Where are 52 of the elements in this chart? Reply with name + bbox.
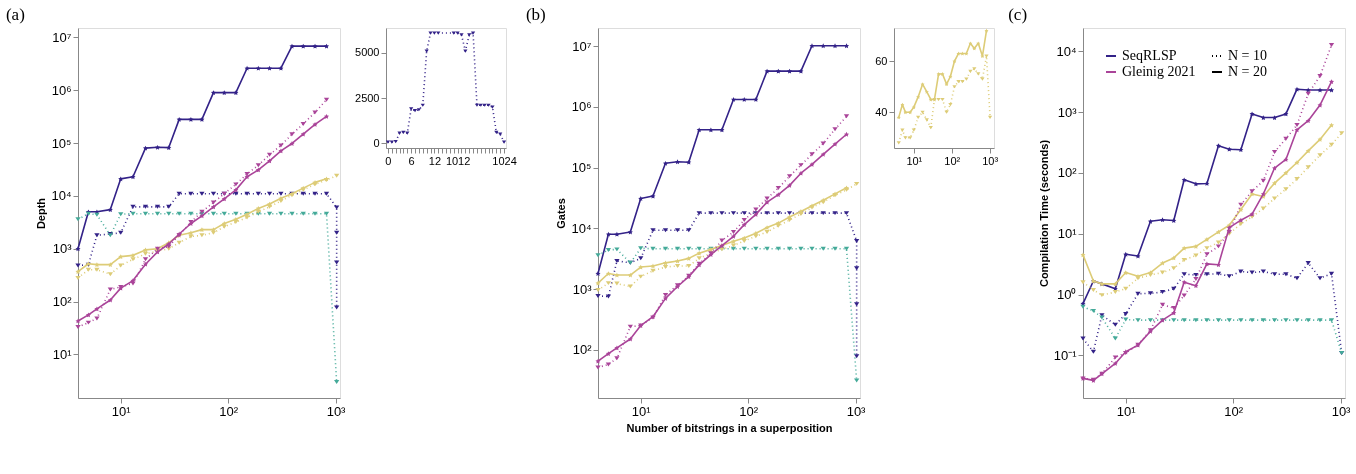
y-tick-label: 60 xyxy=(875,54,888,67)
legend-label: SeqRLSP xyxy=(1122,48,1177,63)
y-tick-label: 10⁷ xyxy=(572,38,592,54)
x-tick-label: 10³ xyxy=(846,403,867,419)
x-tick-label: 10² xyxy=(1224,403,1244,419)
y-tick-label: 10³ xyxy=(52,241,73,257)
y-tick-label: 10⁵ xyxy=(571,160,592,176)
y-axis-title: Depth xyxy=(35,197,48,230)
y-tick-label: 10⁰ xyxy=(1057,287,1077,303)
legend-label: Gleinig 2021 xyxy=(1122,64,1196,79)
x-tick-label: 6 xyxy=(408,154,415,167)
x-tick-label: 10¹ xyxy=(111,403,132,419)
chart-title: (b) xyxy=(525,5,546,24)
y-tick-label: 10⁶ xyxy=(51,82,72,98)
x-tick-label: 10³ xyxy=(326,403,347,419)
x-tick-label: 10² xyxy=(739,403,759,419)
y-tick-label: 10³ xyxy=(1057,104,1078,120)
y-tick-label: 5000 xyxy=(355,46,380,59)
y-tick-label: 10¹ xyxy=(1057,226,1078,242)
x-tick-label: 10¹ xyxy=(631,403,652,419)
chart-title: (a) xyxy=(5,5,25,24)
x-tick-label: 1012 xyxy=(445,154,471,167)
y-tick-label: 10⁵ xyxy=(51,135,72,151)
x-tick-label: 10³ xyxy=(982,154,999,167)
annotation: N = 10 xyxy=(1228,48,1268,63)
y-axis-title: Gates xyxy=(555,198,568,229)
y-tick-label: 10⁴ xyxy=(1056,43,1077,59)
y-tick-label: 10² xyxy=(52,294,73,310)
y-tick-label: 0 xyxy=(373,136,380,149)
chart-title: (c) xyxy=(1008,5,1028,24)
x-tick-label: 10² xyxy=(219,403,239,419)
y-tick-label: 40 xyxy=(875,105,888,118)
y-tick-label: 10⁻¹ xyxy=(1053,347,1078,363)
y-tick-label: 10⁶ xyxy=(571,99,592,115)
x-axis-title: Number of bitstrings in a superposition xyxy=(626,421,833,434)
x-tick-label: 10³ xyxy=(1331,403,1352,419)
x-tick-label: 1024 xyxy=(492,154,517,167)
x-tick-label: 10² xyxy=(944,154,961,167)
y-tick-label: 2500 xyxy=(355,91,380,104)
y-tick-label: 10² xyxy=(1057,165,1078,181)
y-tick-label: 10² xyxy=(572,342,593,358)
y-tick-label: 10⁴ xyxy=(571,220,592,236)
y-tick-label: 10⁷ xyxy=(52,29,72,45)
x-tick-label: 0 xyxy=(385,154,392,167)
x-tick-label: 10¹ xyxy=(906,154,923,167)
y-axis-title: Compilation Time (seconds) xyxy=(1037,139,1050,288)
y-tick-label: 10¹ xyxy=(52,346,73,362)
y-tick-label: 10⁴ xyxy=(51,188,72,204)
x-tick-label: 10¹ xyxy=(1116,403,1137,419)
y-tick-label: 10³ xyxy=(572,281,593,297)
annotation: N = 20 xyxy=(1228,64,1268,79)
x-tick-label: 12 xyxy=(428,154,442,167)
